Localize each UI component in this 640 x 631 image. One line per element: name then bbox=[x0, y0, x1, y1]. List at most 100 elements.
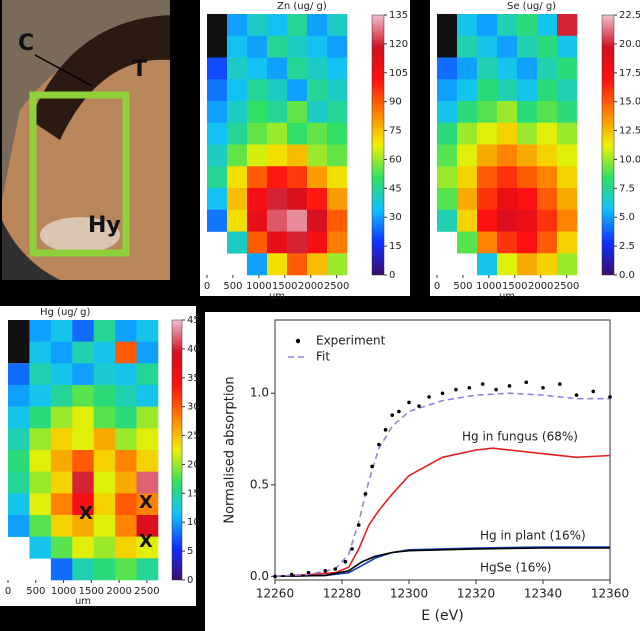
heatmap-cell bbox=[72, 493, 95, 516]
heatmap-cell bbox=[50, 450, 73, 472]
data-point bbox=[574, 393, 579, 397]
heatmap-cell bbox=[557, 166, 578, 189]
heatmap-cell bbox=[267, 101, 288, 124]
x-tick-label: 500 bbox=[453, 281, 472, 292]
heatmap-cell bbox=[72, 320, 95, 342]
colorbar-tick-label: 60 bbox=[389, 154, 402, 165]
colorbar-tick-label: 2.5 bbox=[619, 241, 635, 252]
heatmap-cell bbox=[50, 536, 73, 559]
heatmap-cell bbox=[457, 57, 478, 80]
heatmap-cell bbox=[497, 122, 518, 145]
data-point bbox=[541, 385, 545, 390]
heatmap-cell bbox=[457, 35, 478, 58]
heatmap-cell bbox=[307, 253, 328, 276]
heatmap-cell bbox=[477, 35, 498, 58]
colorbar-tick-label: 10.0 bbox=[619, 154, 640, 165]
heatmap-cell bbox=[115, 428, 137, 451]
heatmap-cell bbox=[287, 79, 308, 102]
heatmap-cell bbox=[50, 493, 73, 516]
heatmap-cell bbox=[327, 35, 348, 58]
x-tick-label: 12340 bbox=[524, 587, 562, 601]
heatmap-cell bbox=[93, 363, 116, 386]
heatmap-cell bbox=[557, 144, 578, 167]
series-label: Hg in fungus (68%) bbox=[462, 430, 578, 444]
data-point bbox=[289, 572, 294, 577]
heatmap-cell bbox=[437, 209, 458, 232]
heatmap-cell bbox=[497, 14, 518, 37]
heatmap-cell bbox=[50, 471, 73, 494]
data-point bbox=[480, 382, 485, 386]
heatmap-cell bbox=[437, 57, 458, 80]
colorbar-tick-label: 25 bbox=[187, 431, 200, 442]
heatmap-cell bbox=[517, 209, 538, 232]
heatmap-cell bbox=[287, 166, 308, 189]
heatmap-cell bbox=[29, 363, 52, 386]
colorbar-tick-label: 0.0 bbox=[619, 270, 635, 281]
heatmap-cell bbox=[136, 406, 159, 429]
heatmap-cell bbox=[136, 558, 159, 581]
colorbar-tick-label: 30 bbox=[187, 402, 200, 413]
map-marker: X bbox=[139, 531, 153, 552]
heatmap-cell bbox=[537, 166, 558, 189]
y-tick-label: 0.5 bbox=[250, 477, 269, 491]
heatmap-cell bbox=[72, 471, 95, 494]
heatmap-cell bbox=[437, 166, 458, 189]
heatmap-cell bbox=[29, 341, 52, 364]
heatmap-cell bbox=[115, 493, 137, 516]
data-point bbox=[363, 492, 368, 496]
data-point bbox=[397, 409, 401, 414]
photo: C T Hy bbox=[2, 0, 170, 280]
data-point bbox=[273, 574, 277, 579]
heatmap-cell bbox=[207, 209, 228, 232]
heatmap-cell bbox=[557, 79, 578, 102]
heatmap-cell bbox=[557, 101, 578, 124]
x-axis-label: um bbox=[269, 291, 285, 302]
x-tick-label: 1500 bbox=[502, 281, 527, 292]
heatmap-cell bbox=[207, 188, 228, 211]
heatmap-cell bbox=[327, 253, 348, 276]
heatmap-cell bbox=[287, 253, 308, 276]
colorbar-tick-label: 17.5 bbox=[619, 68, 640, 79]
colorbar-tick-label: 20.0 bbox=[619, 39, 640, 50]
heatmap-cell bbox=[267, 35, 288, 58]
data-point bbox=[524, 380, 529, 385]
x-tick-label: 12320 bbox=[457, 587, 495, 601]
heatmap-cell bbox=[227, 188, 248, 211]
heatmap-cell bbox=[327, 231, 348, 254]
colorbar-tick-label: 45 bbox=[187, 315, 200, 326]
heatmap-cell bbox=[93, 385, 116, 407]
heatmap-cell bbox=[227, 166, 248, 189]
heatmap-cell bbox=[327, 57, 348, 80]
data-point bbox=[608, 395, 612, 399]
heatmap-cell bbox=[136, 536, 159, 559]
heatmap-cell bbox=[8, 406, 30, 429]
heatmap-cell bbox=[93, 515, 116, 537]
x-tick-label: 0 bbox=[5, 586, 11, 597]
heatmap-cell bbox=[287, 209, 308, 232]
heatmap-cell bbox=[287, 188, 308, 211]
colorbar-tick-label: 45 bbox=[389, 183, 402, 194]
x-tick-label: 2000 bbox=[528, 281, 553, 292]
heatmap-cell bbox=[247, 57, 268, 80]
heatmap-cell bbox=[227, 231, 248, 254]
heatmap-cell bbox=[287, 35, 308, 58]
x-tick-label: 12360 bbox=[591, 587, 629, 601]
data-point bbox=[427, 395, 431, 399]
heatmap-cell bbox=[115, 471, 137, 494]
heatmap-cell bbox=[29, 536, 52, 559]
heatmap-cell bbox=[437, 101, 458, 124]
heatmap-cell bbox=[72, 363, 95, 386]
heatmap-cell bbox=[72, 406, 95, 429]
data-line bbox=[274, 392, 610, 578]
heatmap-cell bbox=[50, 320, 73, 342]
heatmap-cell bbox=[8, 450, 30, 472]
heatmap-cell bbox=[287, 101, 308, 124]
heatmap-cell bbox=[93, 450, 116, 472]
x-tick-label: 1500 bbox=[79, 586, 104, 597]
heatmap-cell bbox=[457, 231, 478, 254]
heatmap-cell bbox=[267, 188, 288, 211]
heatmap-cell bbox=[93, 558, 116, 581]
data-point bbox=[454, 387, 458, 392]
heatmap-cell bbox=[517, 144, 538, 167]
